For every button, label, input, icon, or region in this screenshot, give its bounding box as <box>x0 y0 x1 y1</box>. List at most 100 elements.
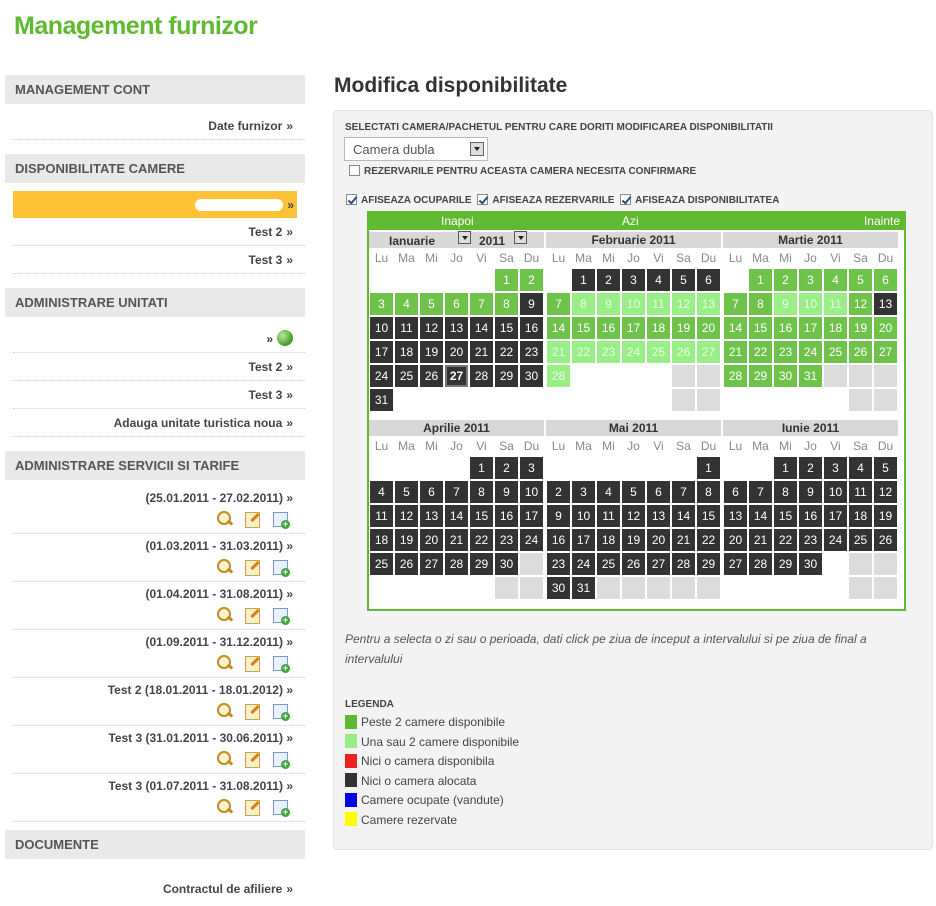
day-cell[interactable]: 13 <box>445 317 468 339</box>
day-cell[interactable]: 9 <box>495 481 518 503</box>
day-cell[interactable]: 10 <box>824 481 847 503</box>
day-cell[interactable]: 23 <box>597 341 620 363</box>
day-cell[interactable]: 7 <box>470 293 493 315</box>
day-cell[interactable]: 9 <box>774 293 797 315</box>
edit-icon[interactable] <box>244 510 261 529</box>
day-cell[interactable]: 25 <box>647 341 670 363</box>
day-cell[interactable]: 3 <box>520 457 543 479</box>
day-cell[interactable]: 14 <box>749 505 772 527</box>
day-cell[interactable]: 3 <box>370 293 393 315</box>
day-cell[interactable]: 18 <box>824 317 847 339</box>
day-cell[interactable]: 7 <box>749 481 772 503</box>
day-cell[interactable]: 26 <box>395 553 418 575</box>
day-cell[interactable]: 4 <box>395 293 418 315</box>
day-cell[interactable]: 10 <box>520 481 543 503</box>
day-cell[interactable]: 23 <box>799 529 822 551</box>
day-cell[interactable]: 1 <box>697 457 720 479</box>
day-cell[interactable]: 10 <box>799 293 822 315</box>
day-cell[interactable]: 23 <box>774 341 797 363</box>
sidebar-item-unit-globe[interactable]: » <box>13 325 305 353</box>
day-cell[interactable]: 24 <box>370 365 393 387</box>
day-cell[interactable]: 28 <box>470 365 493 387</box>
day-cell[interactable]: 29 <box>495 365 518 387</box>
service-link[interactable]: (01.09.2011 - 31.12.2011) » <box>13 630 293 650</box>
day-cell[interactable]: 25 <box>597 553 620 575</box>
day-cell[interactable]: 25 <box>824 341 847 363</box>
day-cell[interactable]: 5 <box>420 293 443 315</box>
day-cell[interactable]: 5 <box>874 457 897 479</box>
add-table-icon[interactable] <box>272 702 290 722</box>
day-cell[interactable]: 10 <box>572 505 595 527</box>
day-cell[interactable]: 3 <box>572 481 595 503</box>
day-cell[interactable]: 23 <box>520 341 543 363</box>
day-cell[interactable]: 21 <box>672 529 695 551</box>
sidebar-item-add-unit[interactable]: Adauga unitate turistica noua» <box>13 409 305 437</box>
day-cell[interactable]: 2 <box>774 269 797 291</box>
day-cell[interactable]: 23 <box>547 553 570 575</box>
day-cell[interactable]: 18 <box>849 505 872 527</box>
day-cell[interactable]: 2 <box>597 269 620 291</box>
day-cell[interactable]: 26 <box>672 341 695 363</box>
day-cell[interactable]: 21 <box>445 529 468 551</box>
day-cell[interactable]: 8 <box>470 481 493 503</box>
day-cell[interactable]: 19 <box>849 317 872 339</box>
day-cell[interactable]: 22 <box>749 341 772 363</box>
show-occupied-checkbox[interactable] <box>346 193 357 205</box>
day-cell[interactable]: 29 <box>749 365 772 387</box>
day-cell[interactable]: 20 <box>445 341 468 363</box>
day-cell[interactable]: 20 <box>874 317 897 339</box>
day-cell[interactable]: 21 <box>470 341 493 363</box>
day-cell[interactable]: 18 <box>370 529 393 551</box>
day-cell[interactable]: 22 <box>572 341 595 363</box>
day-cell[interactable]: 29 <box>697 553 720 575</box>
month-select[interactable]: Ianuarie <box>389 233 435 249</box>
day-cell[interactable]: 15 <box>495 317 518 339</box>
day-cell[interactable]: 26 <box>849 341 872 363</box>
day-cell[interactable]: 30 <box>547 577 570 599</box>
day-cell[interactable]: 15 <box>774 505 797 527</box>
magnifier-icon[interactable] <box>216 510 233 527</box>
day-cell[interactable]: 7 <box>672 481 695 503</box>
day-cell[interactable]: 30 <box>520 365 543 387</box>
day-cell[interactable]: 3 <box>799 269 822 291</box>
sidebar-item-date-furnizor[interactable]: Date furnizor» <box>13 112 305 140</box>
day-cell[interactable]: 4 <box>849 457 872 479</box>
edit-icon[interactable] <box>244 702 261 721</box>
day-cell[interactable]: 3 <box>622 269 645 291</box>
day-cell[interactable]: 25 <box>849 529 872 551</box>
day-cell[interactable]: 27 <box>724 553 747 575</box>
day-cell[interactable]: 22 <box>774 529 797 551</box>
add-table-icon[interactable] <box>272 750 290 770</box>
day-cell[interactable]: 16 <box>520 317 543 339</box>
day-cell[interactable]: 12 <box>420 317 443 339</box>
day-cell[interactable]: 22 <box>697 529 720 551</box>
day-cell[interactable]: 4 <box>647 269 670 291</box>
day-cell[interactable]: 27 <box>647 553 670 575</box>
day-cell[interactable]: 14 <box>470 317 493 339</box>
day-cell[interactable]: 6 <box>724 481 747 503</box>
day-cell[interactable]: 28 <box>445 553 468 575</box>
day-cell[interactable]: 16 <box>774 317 797 339</box>
day-cell[interactable]: 16 <box>547 529 570 551</box>
magnifier-icon[interactable] <box>216 654 233 671</box>
edit-icon[interactable] <box>244 750 261 769</box>
day-cell[interactable]: 29 <box>774 553 797 575</box>
day-cell[interactable]: 3 <box>824 457 847 479</box>
day-cell[interactable]: 13 <box>420 505 443 527</box>
day-cell[interactable]: 16 <box>799 505 822 527</box>
day-cell[interactable]: 17 <box>520 505 543 527</box>
day-cell[interactable]: 8 <box>495 293 518 315</box>
day-cell[interactable]: 18 <box>647 317 670 339</box>
add-table-icon[interactable] <box>272 606 290 626</box>
service-link[interactable]: (01.04.2011 - 31.08.2011) » <box>13 582 293 602</box>
day-cell[interactable]: 13 <box>724 505 747 527</box>
day-cell[interactable]: 26 <box>420 365 443 387</box>
day-cell[interactable]: 15 <box>572 317 595 339</box>
day-cell[interactable]: 9 <box>597 293 620 315</box>
day-cell[interactable]: 13 <box>874 293 897 315</box>
day-cell[interactable]: 14 <box>445 505 468 527</box>
show-available-checkbox[interactable] <box>620 193 632 205</box>
chevron-down-icon[interactable] <box>514 231 527 244</box>
day-cell[interactable]: 17 <box>370 341 393 363</box>
service-link[interactable]: Test 3 (31.01.2011 - 30.06.2011) » <box>13 726 293 746</box>
